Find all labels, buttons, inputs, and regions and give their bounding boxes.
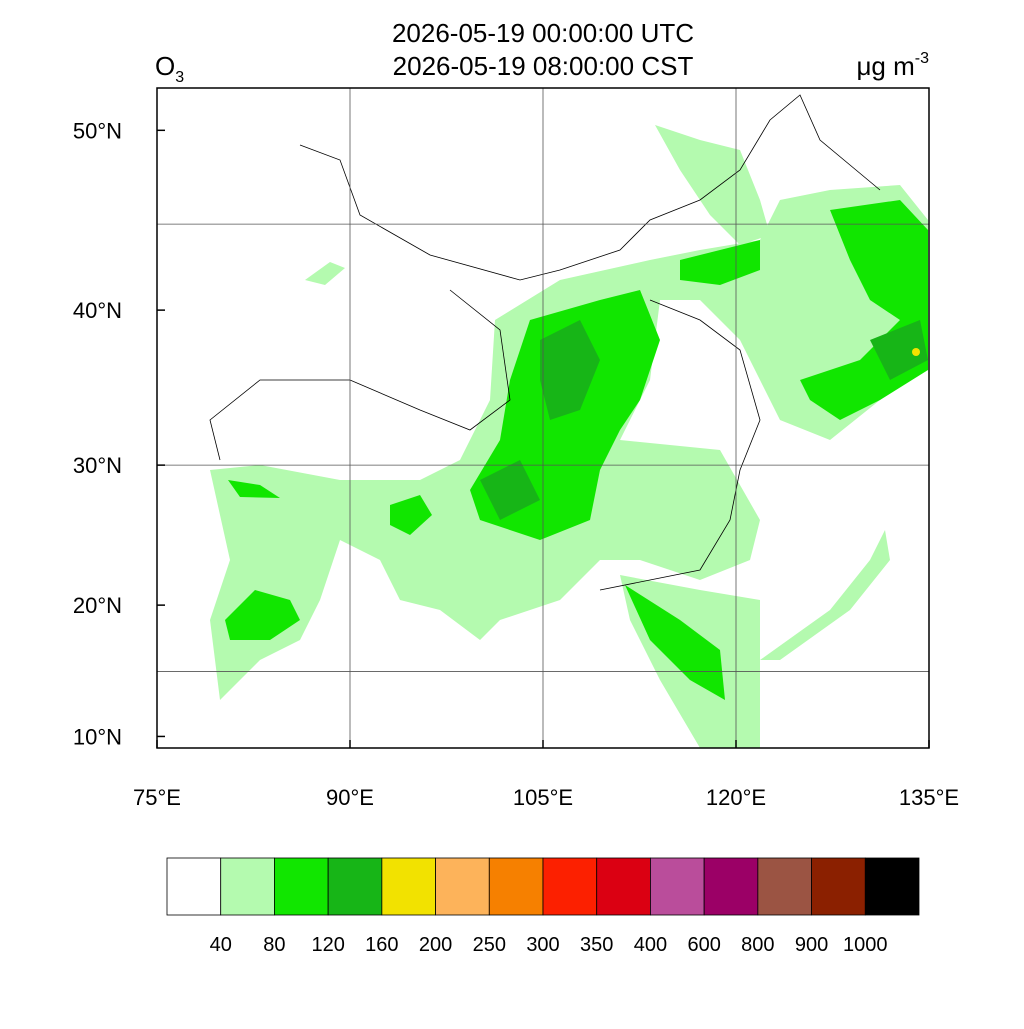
colorbar-label: 600 bbox=[687, 934, 720, 956]
concentration-area bbox=[480, 460, 540, 520]
colorbar-label: 120 bbox=[311, 934, 344, 956]
colorbar-label: 160 bbox=[365, 934, 398, 956]
colorbar-box bbox=[542, 857, 598, 916]
variable-base: O bbox=[155, 51, 175, 81]
concentration-area bbox=[225, 590, 300, 640]
colorbar-box bbox=[381, 857, 436, 916]
colorbar-box bbox=[703, 857, 759, 916]
map-area bbox=[209, 94, 928, 748]
colorbar-label: 200 bbox=[419, 934, 452, 956]
variable-subscript: 3 bbox=[175, 69, 184, 86]
colorbar-box bbox=[757, 857, 812, 916]
colorbar-label: 800 bbox=[741, 934, 774, 956]
colorbar-box bbox=[327, 857, 383, 916]
colorbar-label: 40 bbox=[210, 934, 232, 956]
title-line: 2026-05-19 00:00:00 UTC bbox=[392, 18, 694, 48]
colorbar-label: 400 bbox=[634, 934, 667, 956]
concentration-area bbox=[760, 530, 890, 660]
colorbar-label: 250 bbox=[473, 934, 506, 956]
boundary bbox=[209, 94, 881, 591]
x-tick-label: 105°E bbox=[513, 785, 573, 810]
colorbar-box bbox=[274, 857, 329, 916]
y-tick-label: 50°N bbox=[73, 118, 122, 143]
y-tick-label: 10°N bbox=[73, 724, 122, 749]
colorbar-box bbox=[650, 857, 705, 916]
colorbar-box bbox=[166, 857, 222, 916]
colorbar-box bbox=[864, 857, 920, 916]
concentration-area bbox=[655, 125, 770, 245]
colorbar-box bbox=[435, 857, 490, 916]
concentration-area bbox=[228, 480, 280, 498]
x-tick-label: 90°E bbox=[326, 785, 374, 810]
colorbar-label: 300 bbox=[526, 934, 559, 956]
y-tick-label: 40°N bbox=[73, 298, 122, 323]
units-label: μg m-3 bbox=[856, 50, 929, 81]
colorbar-box bbox=[811, 857, 866, 916]
concentration-area bbox=[870, 320, 928, 380]
x-tick-label: 120°E bbox=[706, 785, 766, 810]
y-tick-label: 20°N bbox=[73, 593, 122, 618]
variable-label: O3 bbox=[155, 51, 184, 86]
x-tick-label: 135°E bbox=[899, 785, 959, 810]
concentration-area bbox=[680, 240, 760, 285]
y-tick-label: 30°N bbox=[73, 453, 122, 478]
colorbar-box bbox=[220, 857, 275, 916]
x-tick-label: 75°E bbox=[133, 785, 181, 810]
concentration-area bbox=[305, 262, 345, 285]
colorbar-box bbox=[596, 857, 651, 916]
colorbar-label: 350 bbox=[580, 934, 613, 956]
colorbar-box bbox=[488, 857, 544, 916]
concentration-area bbox=[540, 320, 600, 420]
concentration-area bbox=[390, 495, 432, 535]
units-superscript: -3 bbox=[915, 50, 929, 67]
colorbar-label: 1000 bbox=[843, 934, 888, 956]
colorbar-label: 900 bbox=[795, 934, 828, 956]
units-base: μg m bbox=[856, 51, 914, 81]
colorbar-label: 80 bbox=[263, 934, 285, 956]
title-line: 2026-05-19 08:00:00 CST bbox=[393, 51, 694, 81]
concentration-area bbox=[912, 348, 920, 356]
